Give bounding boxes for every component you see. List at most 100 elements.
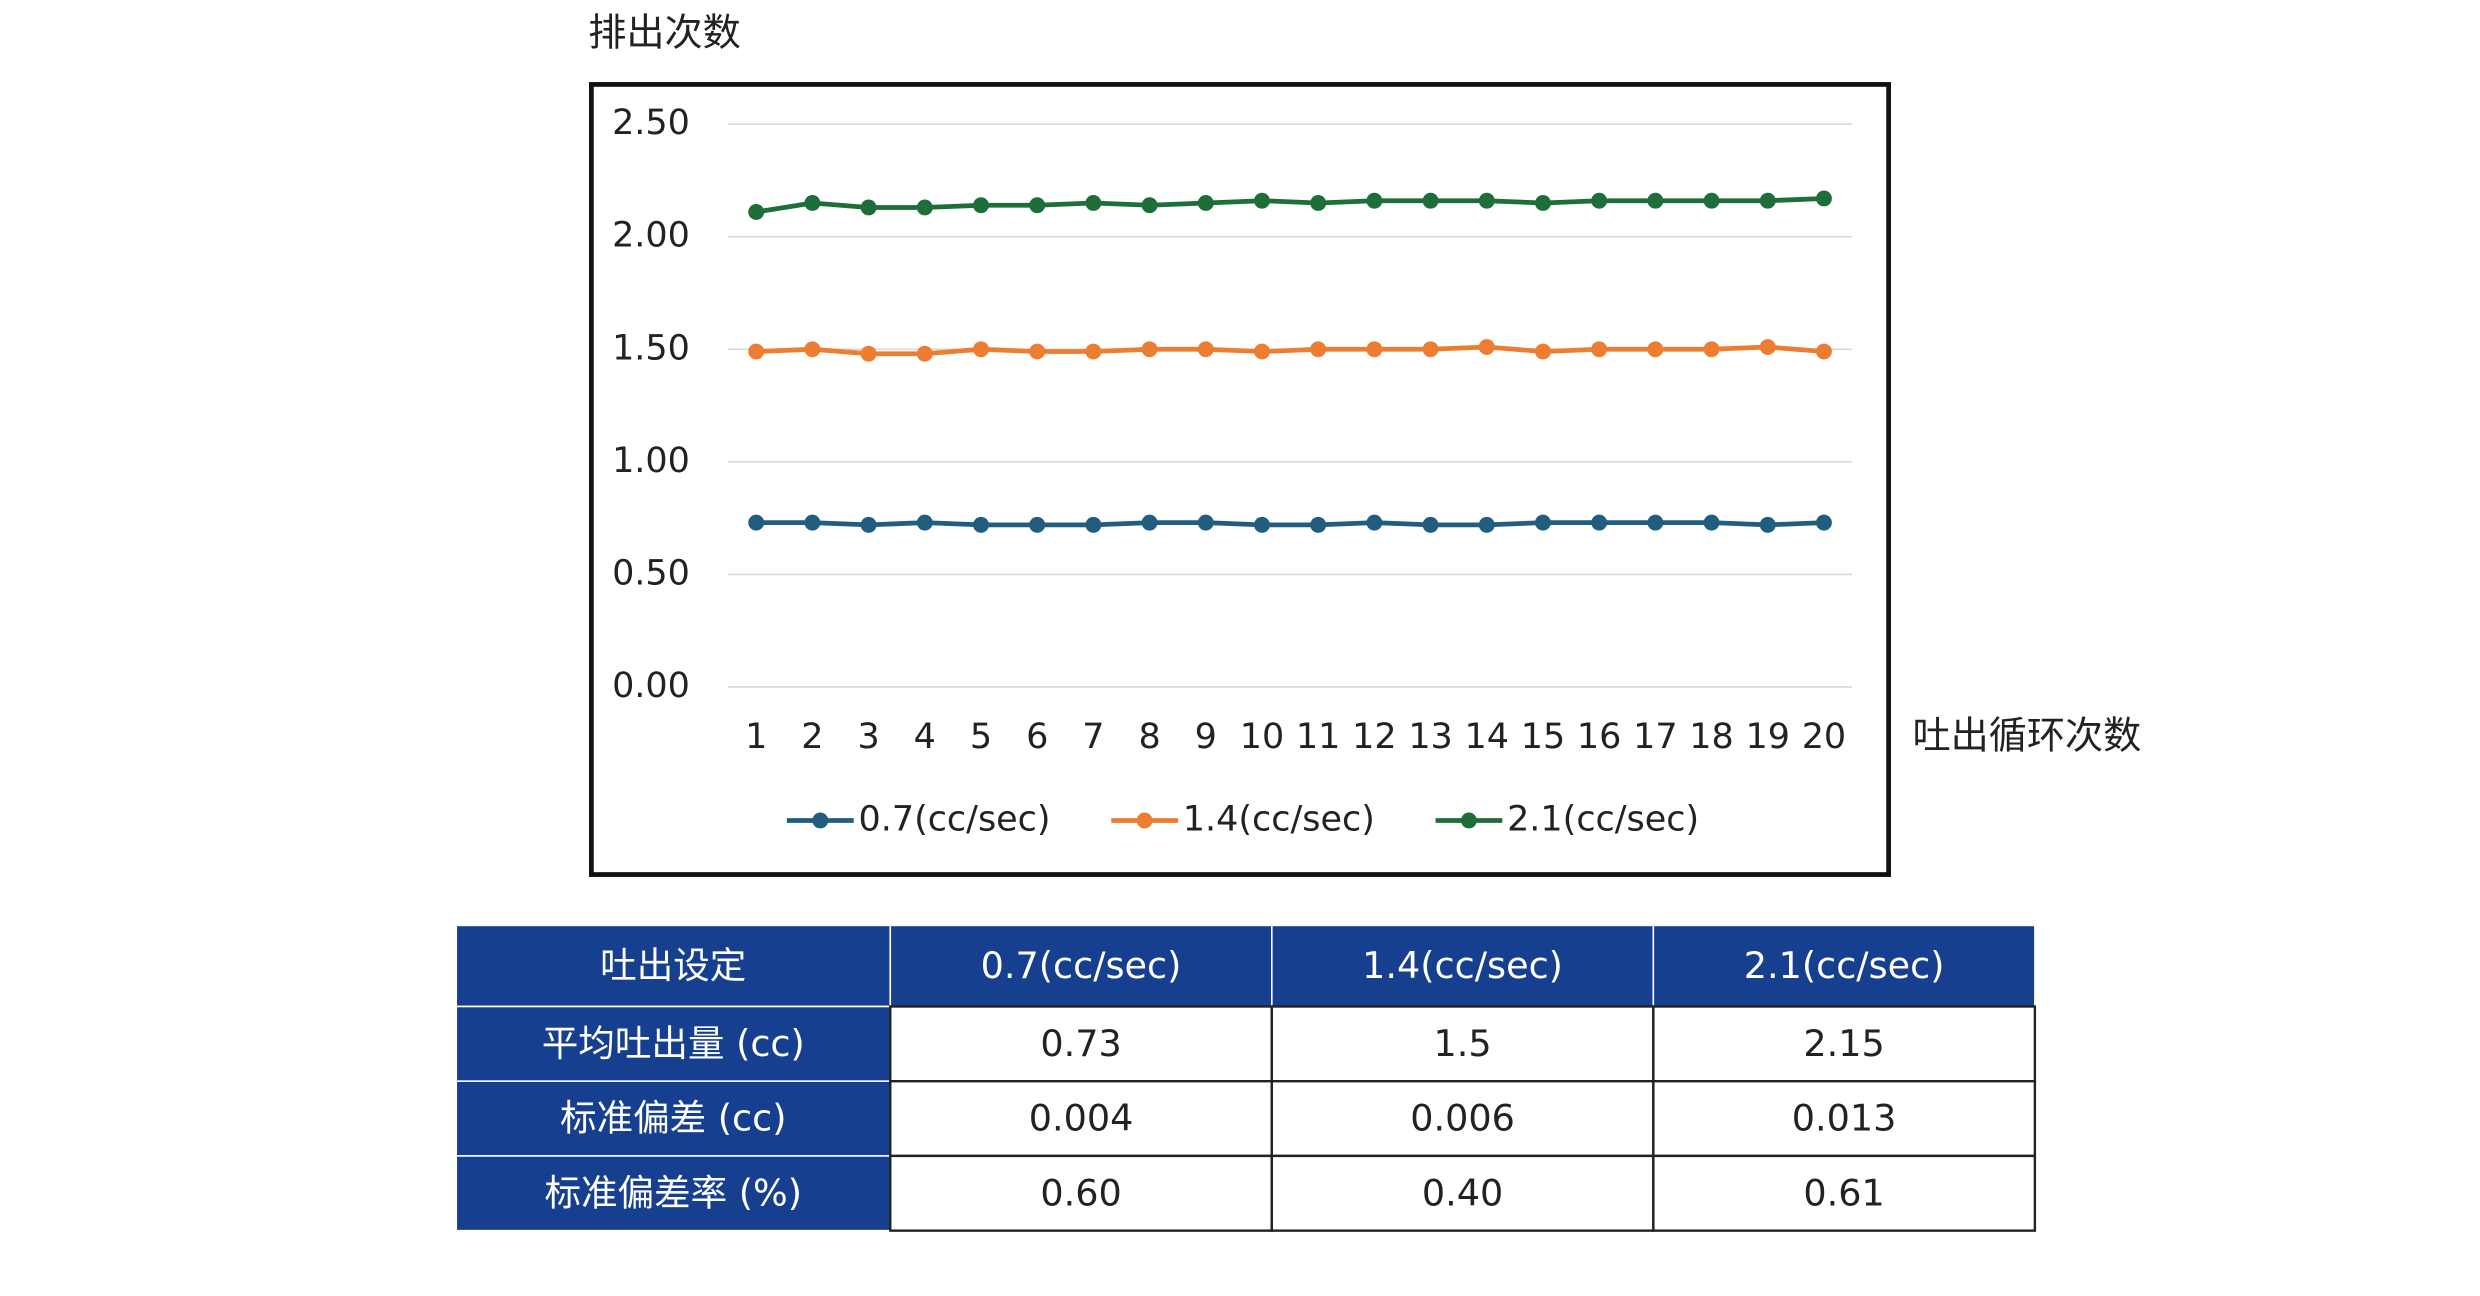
x-axis-label: 吐出循环次数 <box>1912 713 2141 757</box>
legend-label: 1.4(cc/sec) <box>1183 799 1375 839</box>
x-tick-label: 7 <box>1082 717 1104 757</box>
data-point <box>1703 514 1720 531</box>
data-point <box>1535 514 1551 531</box>
data-point <box>1366 341 1383 358</box>
data-point <box>1310 516 1327 533</box>
x-tick-label: 8 <box>1138 717 1160 757</box>
x-tick-label: 19 <box>1746 717 1791 757</box>
table-text: 标准偏差率 (%) <box>544 1171 802 1214</box>
y-tick-label: 0.50 <box>612 553 690 593</box>
table-cell <box>889 1154 1273 1232</box>
table-text: 2.15 <box>1803 1022 1884 1065</box>
x-tick-label: 17 <box>1633 717 1678 757</box>
series-line <box>756 344 1825 357</box>
x-tick-label: 20 <box>1802 717 1847 757</box>
y-tick-label: 2.50 <box>612 103 690 143</box>
table-cell <box>1652 924 2036 1008</box>
table-text: 1.5 <box>1434 1022 1492 1065</box>
table-cell <box>889 1005 1273 1083</box>
data-point <box>1422 341 1439 358</box>
data-point <box>1029 197 1046 214</box>
data-point <box>916 345 933 362</box>
table-cell <box>1652 1080 2037 1158</box>
table-cell <box>455 1080 892 1157</box>
series-line <box>755 196 1825 215</box>
table-text: 2.1(cc/sec) <box>1744 944 1945 987</box>
data-point <box>1310 195 1327 211</box>
x-tick-label: 6 <box>1026 717 1048 757</box>
x-tick-label: 16 <box>1577 717 1622 757</box>
data-point <box>1816 343 1832 360</box>
table-cell <box>455 1155 892 1232</box>
data-point <box>748 204 765 220</box>
data-point <box>1422 192 1439 209</box>
data-point <box>1759 516 1776 533</box>
x-tick-label: 11 <box>1296 717 1341 757</box>
table-cell <box>1270 1154 1655 1232</box>
x-tick-label: 3 <box>857 717 879 757</box>
data-point <box>973 516 989 533</box>
table-cell <box>455 1005 892 1082</box>
y-axis-label: 排出次数 <box>588 11 741 55</box>
data-point <box>1478 192 1495 209</box>
data-point <box>804 341 821 358</box>
data-point <box>916 514 933 531</box>
legend-marker <box>812 812 829 829</box>
table-text: 0.61 <box>1803 1171 1884 1214</box>
data-point <box>1759 339 1776 355</box>
data-point <box>1816 190 1832 207</box>
data-point <box>1029 516 1046 533</box>
data-point <box>1591 341 1608 358</box>
table-text: 标准偏差 (cc) <box>560 1097 787 1140</box>
data-point <box>1085 343 1102 360</box>
data-point <box>1647 341 1664 358</box>
data-point <box>1478 516 1495 533</box>
data-point <box>1647 192 1664 209</box>
data-point <box>1422 516 1439 533</box>
y-tick-label: 1.50 <box>612 328 690 368</box>
legend-label: 2.1(cc/sec) <box>1507 799 1699 839</box>
data-point <box>1591 514 1608 531</box>
data-point <box>1535 343 1551 360</box>
data-point <box>973 341 989 358</box>
data-point <box>1703 341 1720 358</box>
legend-label: 0.7(cc/sec) <box>858 799 1050 839</box>
chart-frame <box>589 82 1891 877</box>
table-text: 0.73 <box>1040 1022 1121 1065</box>
data-point <box>860 516 877 533</box>
x-tick-label: 5 <box>970 717 992 757</box>
table-text: 0.006 <box>1410 1097 1515 1140</box>
data-point <box>1366 192 1383 209</box>
data-point <box>1366 514 1383 531</box>
table-text: 0.60 <box>1040 1171 1121 1214</box>
data-point <box>1535 195 1551 211</box>
x-tick-label: 14 <box>1465 717 1510 757</box>
x-tick-label: 15 <box>1521 717 1566 757</box>
table-cell <box>1652 1154 2037 1232</box>
table-cell <box>1271 924 1655 1008</box>
table-text: 0.7(cc/sec) <box>981 944 1182 987</box>
data-point <box>1085 195 1102 211</box>
data-point <box>1816 514 1832 531</box>
data-point <box>1141 197 1158 214</box>
x-tick-label: 12 <box>1352 717 1397 757</box>
x-tick-label: 10 <box>1240 717 1285 757</box>
data-point <box>1478 339 1495 355</box>
table-cell <box>889 924 1273 1008</box>
data-point <box>748 343 765 360</box>
data-point <box>748 514 765 531</box>
y-tick-label: 2.00 <box>612 216 690 256</box>
table-text: 吐出设定 <box>600 944 746 987</box>
table-cell <box>455 924 892 1008</box>
data-point <box>1197 514 1214 531</box>
data-point <box>804 195 821 211</box>
table-text: 0.40 <box>1422 1171 1503 1214</box>
data-point <box>804 514 821 531</box>
table-text: 0.013 <box>1792 1097 1897 1140</box>
x-tick-label: 13 <box>1408 717 1453 757</box>
table-text: 1.4(cc/sec) <box>1362 944 1563 987</box>
data-point <box>973 197 989 214</box>
data-point <box>860 199 877 216</box>
data-point <box>1254 516 1270 533</box>
x-tick-label: 4 <box>914 717 936 757</box>
